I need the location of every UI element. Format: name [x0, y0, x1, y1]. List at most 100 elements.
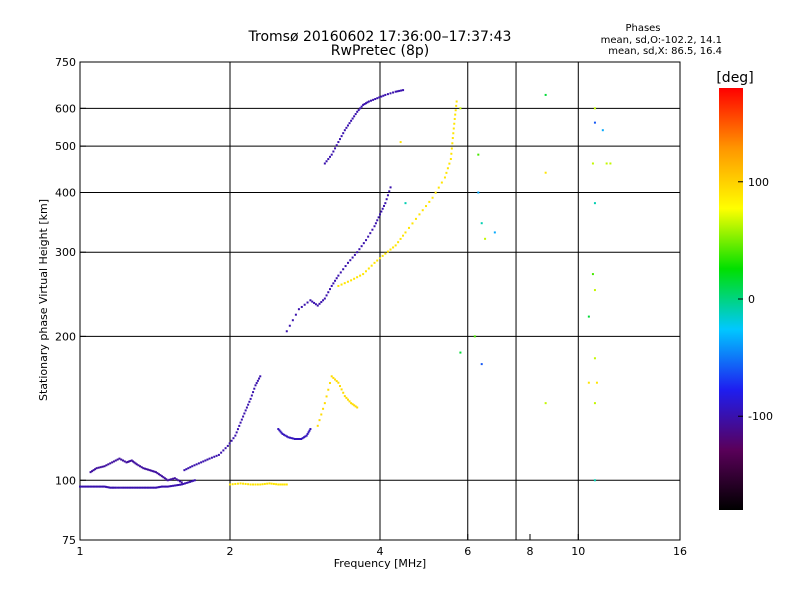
data-point	[150, 486, 153, 489]
data-point	[102, 485, 105, 488]
data-point	[593, 402, 596, 405]
data-point	[170, 485, 173, 488]
data-point	[189, 466, 192, 469]
data-point	[350, 402, 353, 405]
data-point	[185, 468, 188, 471]
data-point	[330, 284, 333, 287]
data-point	[411, 222, 414, 225]
data-point	[318, 302, 321, 305]
data-point	[342, 268, 345, 271]
data-point	[295, 437, 298, 440]
data-point	[235, 431, 238, 434]
data-point	[256, 483, 259, 486]
data-point	[113, 486, 116, 489]
data-point	[289, 436, 292, 439]
data-point	[304, 435, 307, 438]
data-point	[373, 261, 376, 264]
data-point	[210, 456, 213, 459]
data-point	[182, 482, 185, 485]
data-point	[402, 234, 405, 237]
data-point	[340, 283, 343, 286]
data-point	[363, 103, 366, 106]
data-point	[328, 382, 331, 385]
data-point	[263, 482, 266, 485]
data-point	[236, 428, 239, 431]
data-point	[382, 94, 385, 97]
data-point	[229, 483, 231, 486]
data-point	[353, 404, 356, 407]
data-point	[454, 109, 457, 112]
data-point	[451, 137, 454, 140]
data-point	[386, 93, 389, 96]
data-point	[245, 406, 248, 409]
data-point	[234, 434, 237, 437]
data-point	[190, 480, 193, 483]
data-point	[142, 486, 145, 489]
data-point	[384, 252, 387, 255]
data-point	[381, 207, 384, 210]
data-point	[323, 297, 326, 300]
data-point	[337, 274, 340, 277]
plot-area: 1 2 4 6 8 10 16 75 100 200 300 400 500 600 750	[55, 56, 687, 558]
data-point	[337, 284, 340, 287]
data-point	[334, 279, 337, 282]
y-tick-label: 200	[55, 330, 76, 343]
data-point	[99, 466, 102, 469]
data-point	[459, 107, 462, 110]
data-point	[279, 430, 282, 433]
data-point	[123, 486, 126, 489]
data-point	[259, 483, 262, 486]
data-point	[154, 471, 157, 474]
data-point	[101, 465, 104, 468]
data-point	[118, 457, 121, 460]
data-point	[327, 388, 330, 391]
data-point	[104, 485, 107, 488]
data-point	[328, 155, 331, 158]
data-point	[335, 144, 338, 147]
data-point	[234, 482, 237, 485]
data-point	[389, 248, 392, 251]
data-point	[153, 486, 156, 489]
data-point	[122, 486, 125, 489]
data-point	[151, 486, 154, 489]
data-point	[109, 486, 112, 489]
data-point	[380, 95, 383, 98]
data-point	[127, 486, 130, 489]
data-point	[249, 483, 252, 486]
data-point	[132, 486, 135, 489]
data-point	[145, 468, 148, 471]
data-point	[609, 162, 612, 165]
data-point	[163, 477, 166, 480]
data-point	[114, 486, 117, 489]
data-point	[591, 162, 594, 165]
data-point	[137, 486, 140, 489]
data-point	[297, 437, 300, 440]
data-point	[193, 479, 196, 482]
data-point	[449, 158, 452, 161]
data-point	[330, 153, 333, 156]
data-point	[230, 439, 233, 442]
data-point	[103, 465, 106, 468]
data-point	[385, 198, 388, 201]
series-group	[277, 428, 312, 440]
data-point	[280, 431, 283, 434]
data-point	[587, 315, 590, 318]
data-point	[303, 303, 306, 306]
data-point	[166, 485, 169, 488]
data-point	[358, 248, 361, 251]
data-point	[107, 463, 110, 466]
data-point	[402, 89, 405, 92]
data-point	[239, 482, 242, 485]
data-point	[351, 403, 354, 406]
data-point	[311, 300, 314, 303]
series-group	[89, 457, 183, 484]
data-point	[389, 92, 392, 95]
data-point	[208, 457, 211, 460]
data-point	[281, 432, 284, 435]
data-point	[94, 485, 97, 488]
data-point	[130, 486, 133, 489]
data-point	[384, 202, 387, 205]
data-point	[316, 424, 319, 427]
data-point	[178, 480, 181, 483]
data-point	[335, 380, 338, 383]
